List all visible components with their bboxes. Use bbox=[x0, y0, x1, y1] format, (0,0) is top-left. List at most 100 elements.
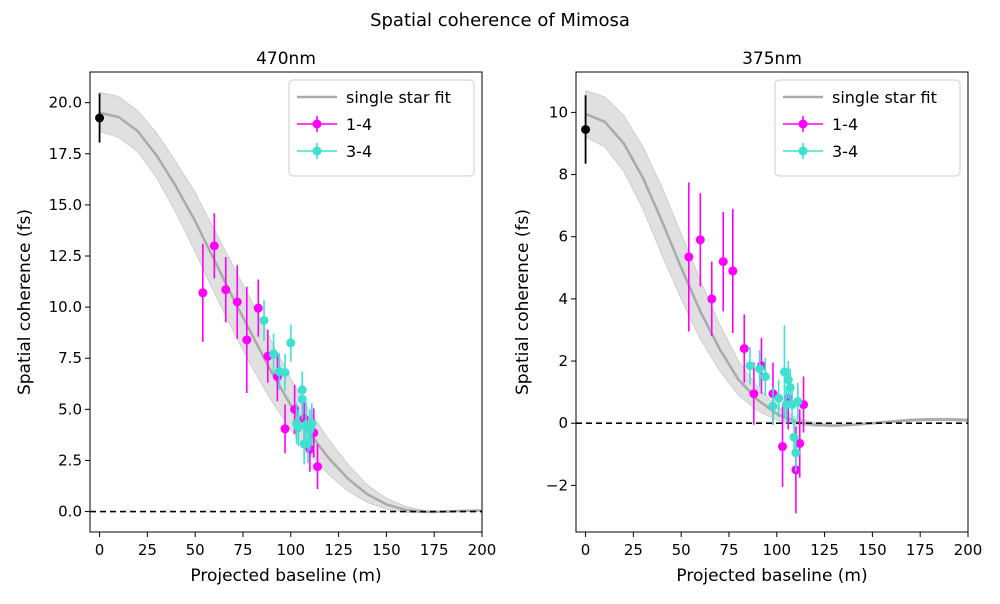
x-tick-label: 25 bbox=[138, 541, 157, 559]
data-point-3-4 bbox=[785, 382, 795, 392]
fit-line bbox=[585, 112, 969, 427]
data-point-1-4 bbox=[209, 241, 219, 251]
x-tick-label: 200 bbox=[468, 541, 497, 559]
panel-470nm: 470nm 0 25 50 75 100 125 150 175 200 0.0 2.5 5.0 7.5 1… bbox=[15, 49, 496, 586]
x-tick-label: 75 bbox=[719, 541, 738, 559]
data-point-1-4 bbox=[198, 288, 208, 298]
data-point-3-4 bbox=[307, 419, 317, 429]
x-tick-label: 100 bbox=[762, 541, 791, 559]
data-point-zero-baseline bbox=[95, 113, 105, 123]
legend: single star fit 1-4 3-4 bbox=[774, 79, 961, 177]
legend-label-3-4: 3-4 bbox=[832, 142, 858, 161]
x-tick-label: 50 bbox=[186, 541, 205, 559]
legend-swatch-marker-1-4 bbox=[798, 119, 808, 129]
y-tick-label: 0 bbox=[558, 414, 568, 432]
axes-frame bbox=[89, 71, 483, 533]
x-tick-label: 150 bbox=[858, 541, 887, 559]
legend-swatch-marker-3-4 bbox=[312, 146, 322, 156]
data-point-zero-baseline bbox=[581, 125, 591, 134]
y-tick-label: 4 bbox=[558, 290, 568, 308]
data-point-1-4 bbox=[242, 335, 252, 345]
y-tick-label: 17.5 bbox=[49, 145, 82, 163]
data-point-1-4 bbox=[707, 294, 717, 304]
y-tick-label: 0.0 bbox=[58, 503, 82, 521]
y-tick-label: 8 bbox=[558, 166, 568, 184]
fit-line bbox=[99, 111, 483, 514]
x-tick-label: 25 bbox=[624, 541, 643, 559]
x-tick-label: 125 bbox=[810, 541, 839, 559]
y-tick-label: 12.5 bbox=[49, 247, 82, 265]
data-point-1-4 bbox=[749, 389, 759, 399]
data-point-1-4 bbox=[778, 442, 788, 452]
y-axis-label: Spatial coherence (fs) bbox=[15, 209, 35, 395]
panel-title: 375nm bbox=[742, 49, 802, 69]
data-point-3-4 bbox=[789, 432, 799, 442]
legend-swatch-marker-3-4 bbox=[798, 146, 808, 156]
x-tick-label: 175 bbox=[906, 541, 935, 559]
data-point-3-4 bbox=[760, 372, 770, 382]
data-point-3-4 bbox=[793, 396, 803, 406]
data-point-1-4 bbox=[795, 438, 805, 448]
data-point-1-4 bbox=[280, 424, 290, 434]
data-point-3-4 bbox=[286, 338, 296, 348]
y-tick-label: 20.0 bbox=[49, 94, 82, 112]
data-point-1-4 bbox=[728, 266, 738, 276]
data-point-1-4 bbox=[739, 344, 749, 354]
panel-title: 470nm bbox=[256, 49, 316, 69]
x-tick-label: 0 bbox=[581, 541, 591, 559]
x-tick-label: 75 bbox=[233, 541, 252, 559]
x-axis-label: Projected baseline (m) bbox=[676, 566, 867, 586]
data-point-3-4 bbox=[293, 423, 303, 433]
data-point-3-4 bbox=[280, 368, 290, 378]
x-tick-label: 150 bbox=[372, 541, 401, 559]
data-point-1-4 bbox=[221, 285, 231, 295]
data-point-3-4 bbox=[297, 394, 307, 404]
legend-swatch-marker-1-4 bbox=[312, 119, 322, 129]
legend: single star fit 1-4 3-4 bbox=[288, 79, 475, 177]
x-tick-label: 200 bbox=[954, 541, 983, 559]
legend-label-1-4: 1-4 bbox=[832, 115, 858, 134]
x-tick-label: 50 bbox=[672, 541, 691, 559]
data-point-3-4 bbox=[779, 367, 789, 377]
y-tick-label: 10.0 bbox=[49, 298, 82, 316]
data-point-1-4 bbox=[253, 303, 263, 313]
x-tick-label: 175 bbox=[420, 541, 449, 559]
legend-label-fit: single star fit bbox=[346, 88, 451, 107]
legend-label-3-4: 3-4 bbox=[346, 142, 372, 161]
y-tick-label: 15.0 bbox=[49, 196, 82, 214]
data-point-1-4 bbox=[718, 257, 728, 267]
data-point-3-4 bbox=[745, 361, 755, 371]
y-tick-label: 10 bbox=[549, 103, 568, 121]
data-point-3-4 bbox=[269, 349, 279, 359]
data-point-1-4 bbox=[313, 462, 323, 472]
y-tick-label: 2 bbox=[558, 352, 568, 370]
y-tick-label: 2.5 bbox=[58, 451, 82, 469]
legend-label-1-4: 1-4 bbox=[346, 115, 372, 134]
data-point-3-4 bbox=[783, 375, 793, 385]
panel-375nm: 375nm 0 25 50 75 100 125 150 175 200 −2 0 2 4 6 8 10 Proj… bbox=[513, 49, 982, 586]
y-tick-label: −2 bbox=[546, 476, 568, 494]
x-axis-label: Projected baseline (m) bbox=[190, 566, 381, 586]
data-point-3-4 bbox=[259, 315, 269, 325]
data-point-3-4 bbox=[791, 448, 801, 458]
y-tick-label: 6 bbox=[558, 228, 568, 246]
figure-suptitle: Spatial coherence of Mimosa bbox=[370, 10, 630, 31]
data-point-3-4 bbox=[774, 393, 784, 403]
y-tick-label: 5.0 bbox=[58, 400, 82, 418]
x-tick-label: 0 bbox=[95, 541, 105, 559]
data-point-3-4 bbox=[755, 364, 765, 374]
x-tick-label: 100 bbox=[276, 541, 305, 559]
legend-box bbox=[288, 79, 475, 177]
data-point-1-4 bbox=[695, 235, 705, 245]
data-point-3-4 bbox=[768, 401, 778, 411]
y-axis-label: Spatial coherence (fs) bbox=[513, 209, 533, 395]
data-point-1-4 bbox=[232, 297, 242, 307]
y-tick-label: 7.5 bbox=[58, 349, 82, 367]
data-point-1-4 bbox=[684, 252, 694, 262]
x-tick-label: 125 bbox=[324, 541, 353, 559]
axes-frame bbox=[575, 71, 969, 533]
legend-box bbox=[774, 79, 961, 177]
legend-label-fit: single star fit bbox=[832, 88, 937, 107]
